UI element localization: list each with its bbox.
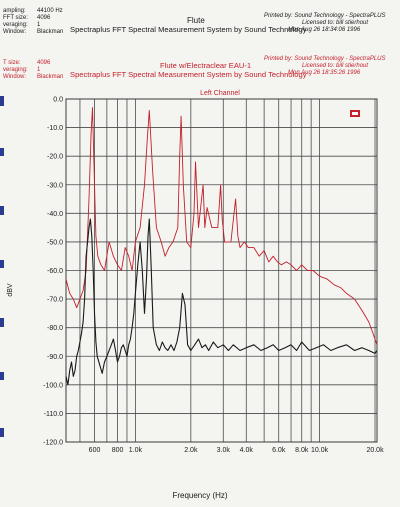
y-tick-label: -70.0 — [47, 297, 63, 304]
chart-title: Left Channel — [200, 90, 240, 97]
averaging-value: 1 — [37, 67, 41, 73]
print-date: Mon Aug 26 18:34:06 1996 — [288, 27, 361, 33]
x-tick-label: 6.0k — [272, 447, 286, 454]
fft-size-label: T size: — [3, 60, 21, 66]
report-title: Spectraplus FFT Spectral Measurement Sys… — [70, 25, 307, 34]
x-tick-label: 8.0k — [295, 447, 309, 454]
y-tick-label: -110.0 — [44, 411, 63, 418]
averaging-label: veraging: — [3, 67, 28, 73]
licensed-to: Licensed to: bill stierhout — [302, 20, 369, 26]
sampling-label: ampling: — [3, 8, 26, 14]
x-tick-label: 600 — [89, 447, 101, 454]
plot-frame — [65, 98, 378, 443]
y-tick-label: -50.0 — [47, 239, 63, 246]
scan-edge-mark — [0, 372, 4, 380]
y-tick-label: -20.0 — [47, 154, 63, 161]
series-line-red — [65, 107, 378, 345]
x-tick-label: 20.0k — [366, 447, 384, 454]
licensed-to: Licensed to: bill stierhout — [302, 63, 369, 69]
window-value: Blackman — [37, 29, 64, 35]
scan-edge-mark — [0, 206, 4, 215]
scan-edge-mark — [0, 96, 4, 106]
x-tick-label: 800 — [112, 447, 124, 454]
y-tick-label: -90.0 — [47, 354, 63, 361]
subtitle-electraclear: Flute w/Electraclear EAU-1 — [160, 61, 252, 70]
y-tick-label: -80.0 — [47, 325, 63, 332]
scan-edge-mark — [0, 148, 4, 156]
fft-size-label: FFT size: — [3, 15, 28, 21]
sampling-value: 44100 Hz — [37, 8, 63, 14]
y-tick-label: -30.0 — [47, 182, 63, 189]
y-axis-label: dBV — [7, 283, 14, 297]
y-tick-label: -10.0 — [47, 125, 63, 132]
printed-by: Printed by: Sound Technology - SpectraPL… — [264, 56, 386, 62]
fft-size-value: 4096 — [37, 15, 51, 21]
y-tick-label: -60.0 — [47, 268, 63, 275]
averaging-value: 1 — [37, 22, 41, 28]
report-title-red: Spectraplus FFT Spectral Measurement Sys… — [70, 70, 307, 79]
fft-size-value: 4096 — [37, 60, 51, 66]
x-tick-label: 2.0k — [184, 447, 198, 454]
x-tick-label: 10.0k — [311, 447, 329, 454]
y-tick-label: -40.0 — [47, 211, 63, 218]
y-tick-label: -100.0 — [43, 382, 63, 389]
window-label: Window: — [3, 74, 27, 80]
printed-by: Printed by: Sound Technology - SpectraPL… — [264, 13, 386, 19]
x-axis-label: Frequency (Hz) — [172, 491, 227, 500]
scan-edge-mark — [0, 318, 4, 327]
x-tick-label: 1.0k — [129, 447, 143, 454]
series-line-black — [65, 218, 378, 386]
print-date: Mon Aug 26 18:35:26 1996 — [288, 70, 361, 76]
y-tick-label: -120.0 — [43, 440, 63, 447]
x-tick-label: 4.0k — [240, 447, 254, 454]
subtitle-flute: Flute — [187, 16, 205, 25]
x-tick-label: 3.0k — [217, 447, 231, 454]
scan-edge-mark — [0, 260, 4, 268]
averaging-label: veraging: — [3, 22, 28, 28]
window-value: Blackman — [37, 74, 64, 80]
window-label: Window: — [3, 29, 27, 35]
expand-button-inner — [352, 112, 358, 115]
y-tick-label: 0.0 — [53, 97, 63, 104]
scan-edge-mark — [0, 428, 4, 437]
